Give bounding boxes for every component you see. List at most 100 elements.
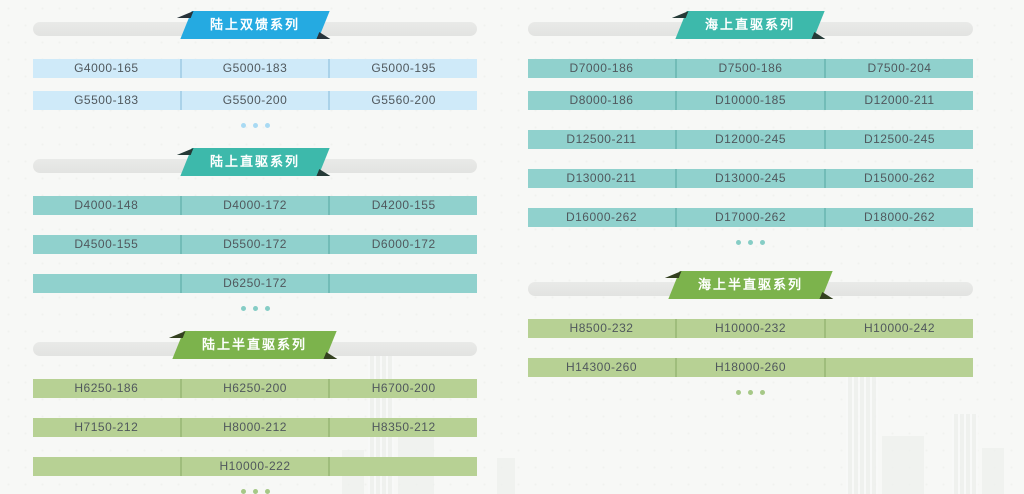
ribbon-fold-right-icon <box>316 32 333 39</box>
section-header: 海上直驱系列 <box>528 11 973 41</box>
ribbon-fold-left-icon <box>177 148 194 155</box>
table-row: D4500-155 D5500-172 D6000-172 <box>33 235 477 254</box>
series-section: 陆上直驱系列 D4000-148 D4000-172 D4200-155 D4500-… <box>33 148 477 311</box>
model-cell: G4000-165 <box>74 61 139 75</box>
building-silhouette <box>882 436 924 494</box>
model-cell: D7500-186 <box>675 59 824 78</box>
model-rows: H8500-232 H10000-232 H10000-242 H14300-260 H… <box>528 319 973 377</box>
model-cell: D4500-155 <box>74 237 139 251</box>
model-cell: H10000-242 <box>824 319 973 338</box>
banner-wrap: 陆上双馈系列 <box>33 11 477 39</box>
column-right: 海上直驱系列 D7000-186 D7500-186 D7500-204 D8000-… <box>528 0 973 395</box>
model-cell: G5500-200 <box>179 91 329 110</box>
model-cell: D7500-204 <box>824 59 973 78</box>
model-cell: D6000-172 <box>328 235 477 254</box>
building-silhouette <box>982 448 1004 494</box>
dot-icon <box>240 489 246 494</box>
model-cell <box>328 457 477 476</box>
model-cell: D16000-262 <box>565 210 638 224</box>
model-cell: D12000-245 <box>675 130 824 149</box>
model-cell: D4200-155 <box>328 196 477 215</box>
column-left: 陆上双馈系列 G4000-165 G5000-183 G5000-195 G5500-… <box>33 0 477 494</box>
model-cell: H6250-200 <box>179 379 329 398</box>
model-cell: H6250-186 <box>74 381 139 395</box>
dot-icon <box>252 123 258 128</box>
table-row: D13000-211 D13000-245 D15000-262 <box>528 169 973 188</box>
series-ribbon-banner: 海上半直驱系列 <box>668 271 832 299</box>
model-rows: G4000-165 G5000-183 G5000-195 G5500-183 G550… <box>33 59 477 110</box>
model-rows: D7000-186 D7500-186 D7500-204 D8000-186 D100… <box>528 59 973 227</box>
section-title: 海上直驱系列 <box>705 17 796 32</box>
model-cell: D4000-148 <box>74 198 139 212</box>
model-cell: D13000-245 <box>675 169 824 188</box>
ribbon-fold-right-icon <box>819 292 836 299</box>
model-cell: G5000-183 <box>179 59 329 78</box>
table-row: H8500-232 H10000-232 H10000-242 <box>528 319 973 338</box>
model-cell: D17000-262 <box>675 208 824 227</box>
model-cell: H10000-232 <box>675 319 824 338</box>
section-title: 陆上直驱系列 <box>209 154 300 169</box>
model-cell: D5500-172 <box>179 235 329 254</box>
more-dots-icon <box>33 123 477 128</box>
model-cell: D12500-211 <box>566 132 637 146</box>
ribbon-fold-left-icon <box>672 11 689 18</box>
model-cell: H8500-232 <box>569 321 634 335</box>
model-cell: D13000-211 <box>566 171 637 185</box>
model-cell: G5560-200 <box>328 91 477 110</box>
model-cell: H18000-260 <box>675 358 824 377</box>
model-cell <box>824 358 973 377</box>
banner-wrap: 海上半直驱系列 <box>528 271 973 299</box>
section-header: 陆上直驱系列 <box>33 148 477 178</box>
dot-icon <box>240 306 246 311</box>
series-ribbon-banner: 海上直驱系列 <box>676 11 825 39</box>
section-header: 陆上双馈系列 <box>33 11 477 41</box>
series-section: 海上半直驱系列 H8500-232 H10000-232 H10000-242 H14… <box>528 271 973 395</box>
model-cell <box>328 274 477 293</box>
table-row: D7000-186 D7500-186 D7500-204 <box>528 59 973 78</box>
model-rows: H6250-186 H6250-200 H6700-200 H7150-212 H800… <box>33 379 477 476</box>
banner-wrap: 海上直驱系列 <box>528 11 973 39</box>
ribbon-fold-left-icon <box>665 271 682 278</box>
table-row: H10000-222 <box>33 457 477 476</box>
dot-icon <box>760 240 765 245</box>
more-dots-icon <box>33 489 477 494</box>
section-title: 陆上双馈系列 <box>209 17 300 32</box>
dot-icon <box>264 489 270 494</box>
ribbon-fold-right-icon <box>324 352 341 359</box>
model-cell: H7150-212 <box>74 420 139 434</box>
section-title: 海上半直驱系列 <box>697 277 803 292</box>
banner-wrap: 陆上直驱系列 <box>33 148 477 176</box>
table-row: H14300-260 H18000-260 <box>528 358 973 377</box>
more-dots-icon <box>528 240 973 245</box>
model-cell: H8350-212 <box>328 418 477 437</box>
series-section: 海上直驱系列 D7000-186 D7500-186 D7500-204 D8000-… <box>528 11 973 245</box>
model-cell: D18000-262 <box>824 208 973 227</box>
ribbon-fold-right-icon <box>812 32 829 39</box>
table-row: D12500-211 D12000-245 D12500-245 <box>528 130 973 149</box>
dot-icon <box>748 390 753 395</box>
ribbon-fold-left-icon <box>169 331 186 338</box>
table-row: D6250-172 <box>33 274 477 293</box>
model-cell: H10000-222 <box>179 457 329 476</box>
section-header: 陆上半直驱系列 <box>33 331 477 361</box>
dot-icon <box>252 489 258 494</box>
dot-icon <box>264 123 270 128</box>
more-dots-icon <box>528 390 973 395</box>
model-cell: D8000-186 <box>569 93 634 107</box>
table-row: G4000-165 G5000-183 G5000-195 <box>33 59 477 78</box>
model-cell: D15000-262 <box>824 169 973 188</box>
model-cell: D4000-172 <box>179 196 329 215</box>
section-header: 海上半直驱系列 <box>528 271 973 301</box>
dot-icon <box>264 306 270 311</box>
section-title: 陆上半直驱系列 <box>202 337 308 352</box>
dot-icon <box>736 240 741 245</box>
series-ribbon-banner: 陆上直驱系列 <box>180 148 329 176</box>
dot-icon <box>760 390 765 395</box>
model-cell: G5500-183 <box>74 93 139 107</box>
table-row: G5500-183 G5500-200 G5560-200 <box>33 91 477 110</box>
model-cell: D10000-185 <box>675 91 824 110</box>
table-row: H7150-212 H8000-212 H8350-212 <box>33 418 477 437</box>
table-row: D16000-262 D17000-262 D18000-262 <box>528 208 973 227</box>
model-cell <box>33 457 180 476</box>
